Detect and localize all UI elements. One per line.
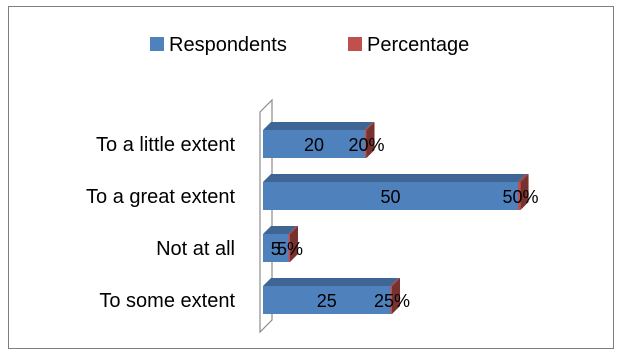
- category-label-to-a-little-extent: To a little extent: [96, 134, 235, 156]
- legend-swatch-percentage: [348, 37, 362, 51]
- bar-respondents-to-a-great-extent: [263, 182, 518, 210]
- bar-respondents-top-not-at-all: [263, 226, 297, 234]
- bar-side-not-at-all: [290, 226, 298, 262]
- bar-percentage-to-a-little-extent: [365, 130, 367, 158]
- bar-respondents-not-at-all: [263, 234, 289, 262]
- bar-percentage-to-some-extent: [390, 286, 392, 314]
- category-label-to-a-great-extent: To a great extent: [86, 186, 235, 208]
- bar-percentage-top-to-a-great-extent: [518, 174, 529, 182]
- data-label-percentage-to-a-great-extent: 50%: [503, 187, 539, 207]
- legend-label-percentage: Percentage: [367, 34, 469, 56]
- bar-percentage-not-at-all: [288, 234, 290, 262]
- bar-side-to-a-little-extent: [366, 122, 375, 158]
- data-labels: 25 25% 55% 50 50% 20 20%: [271, 135, 539, 311]
- bar-respondents-top-to-some-extent: [263, 278, 399, 286]
- bar-percentage-top-not-at-all: [288, 226, 298, 234]
- bar-percentage-to-a-great-extent: [518, 182, 521, 210]
- bar-percentage-top-to-a-little-extent: [365, 122, 375, 130]
- bar-respondents-to-some-extent: [263, 286, 391, 314]
- data-label-respondents-to-a-great-extent: 50: [380, 187, 400, 207]
- data-label-respondents-to-some-extent: 25: [317, 291, 337, 311]
- bar-side-to-a-great-extent: [520, 174, 529, 210]
- data-label-percentage-to-some-extent: 25%: [374, 291, 410, 311]
- bar-side-to-some-extent: [392, 278, 400, 314]
- legend: Respondents Percentage: [150, 34, 469, 56]
- data-label-respondents-to-a-little-extent: 20: [304, 135, 324, 155]
- bar-respondents-top-to-a-great-extent: [263, 174, 526, 182]
- bar-respondents-top-to-a-little-extent: [263, 122, 373, 130]
- bar-respondents-to-a-little-extent: [263, 130, 365, 158]
- data-label-percentage-not-at-all: 5%: [277, 239, 303, 259]
- data-label-respondents-not-at-all: 5: [271, 239, 281, 259]
- bars: [263, 122, 529, 314]
- category-label-not-at-all: Not at all: [156, 238, 235, 260]
- category-labels: To some extent Not at all To a great exten…: [86, 134, 235, 312]
- category-label-to-some-extent: To some extent: [99, 290, 235, 312]
- legend-label-respondents: Respondents: [169, 34, 287, 56]
- bar-percentage-top-to-some-extent: [390, 278, 400, 286]
- data-label-percentage-to-a-little-extent: 20%: [348, 135, 384, 155]
- legend-swatch-respondents: [150, 37, 164, 51]
